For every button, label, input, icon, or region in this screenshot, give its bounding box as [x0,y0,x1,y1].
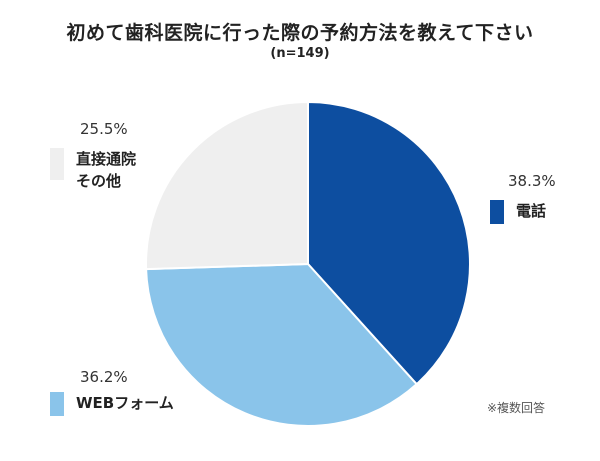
legend-label-direct-other: 直接通院 その他 [76,150,137,190]
slice-web-form-percent: 36.2% [80,368,128,386]
chart-title: 初めて歯科医院に行った際の予約方法を教えて下さい [66,22,534,44]
chart-subtitle: (n=149) [270,46,330,61]
legend-label-web-form: WEBフォーム [76,394,174,412]
legend-item-direct-other: 直接通院 その他 [50,148,136,192]
legend-swatch-phone [490,200,504,224]
pie-slice-web-form [145,262,419,427]
legend-item-phone: 電話 [490,200,546,224]
legend-swatch-direct-other [50,148,64,180]
legend-swatch-web-form [50,392,64,416]
pie-slice-phone [307,100,471,386]
legend-label-phone: 電話 [516,202,547,220]
pie-slice-direct-other [145,100,309,271]
slice-phone-percent: 38.3% [508,172,556,190]
slice-direct-other-percent: 25.5% [80,120,128,138]
multiple-answers-note: ※複数回答 [487,401,546,415]
legend-item-web-form: WEBフォーム [50,392,174,416]
